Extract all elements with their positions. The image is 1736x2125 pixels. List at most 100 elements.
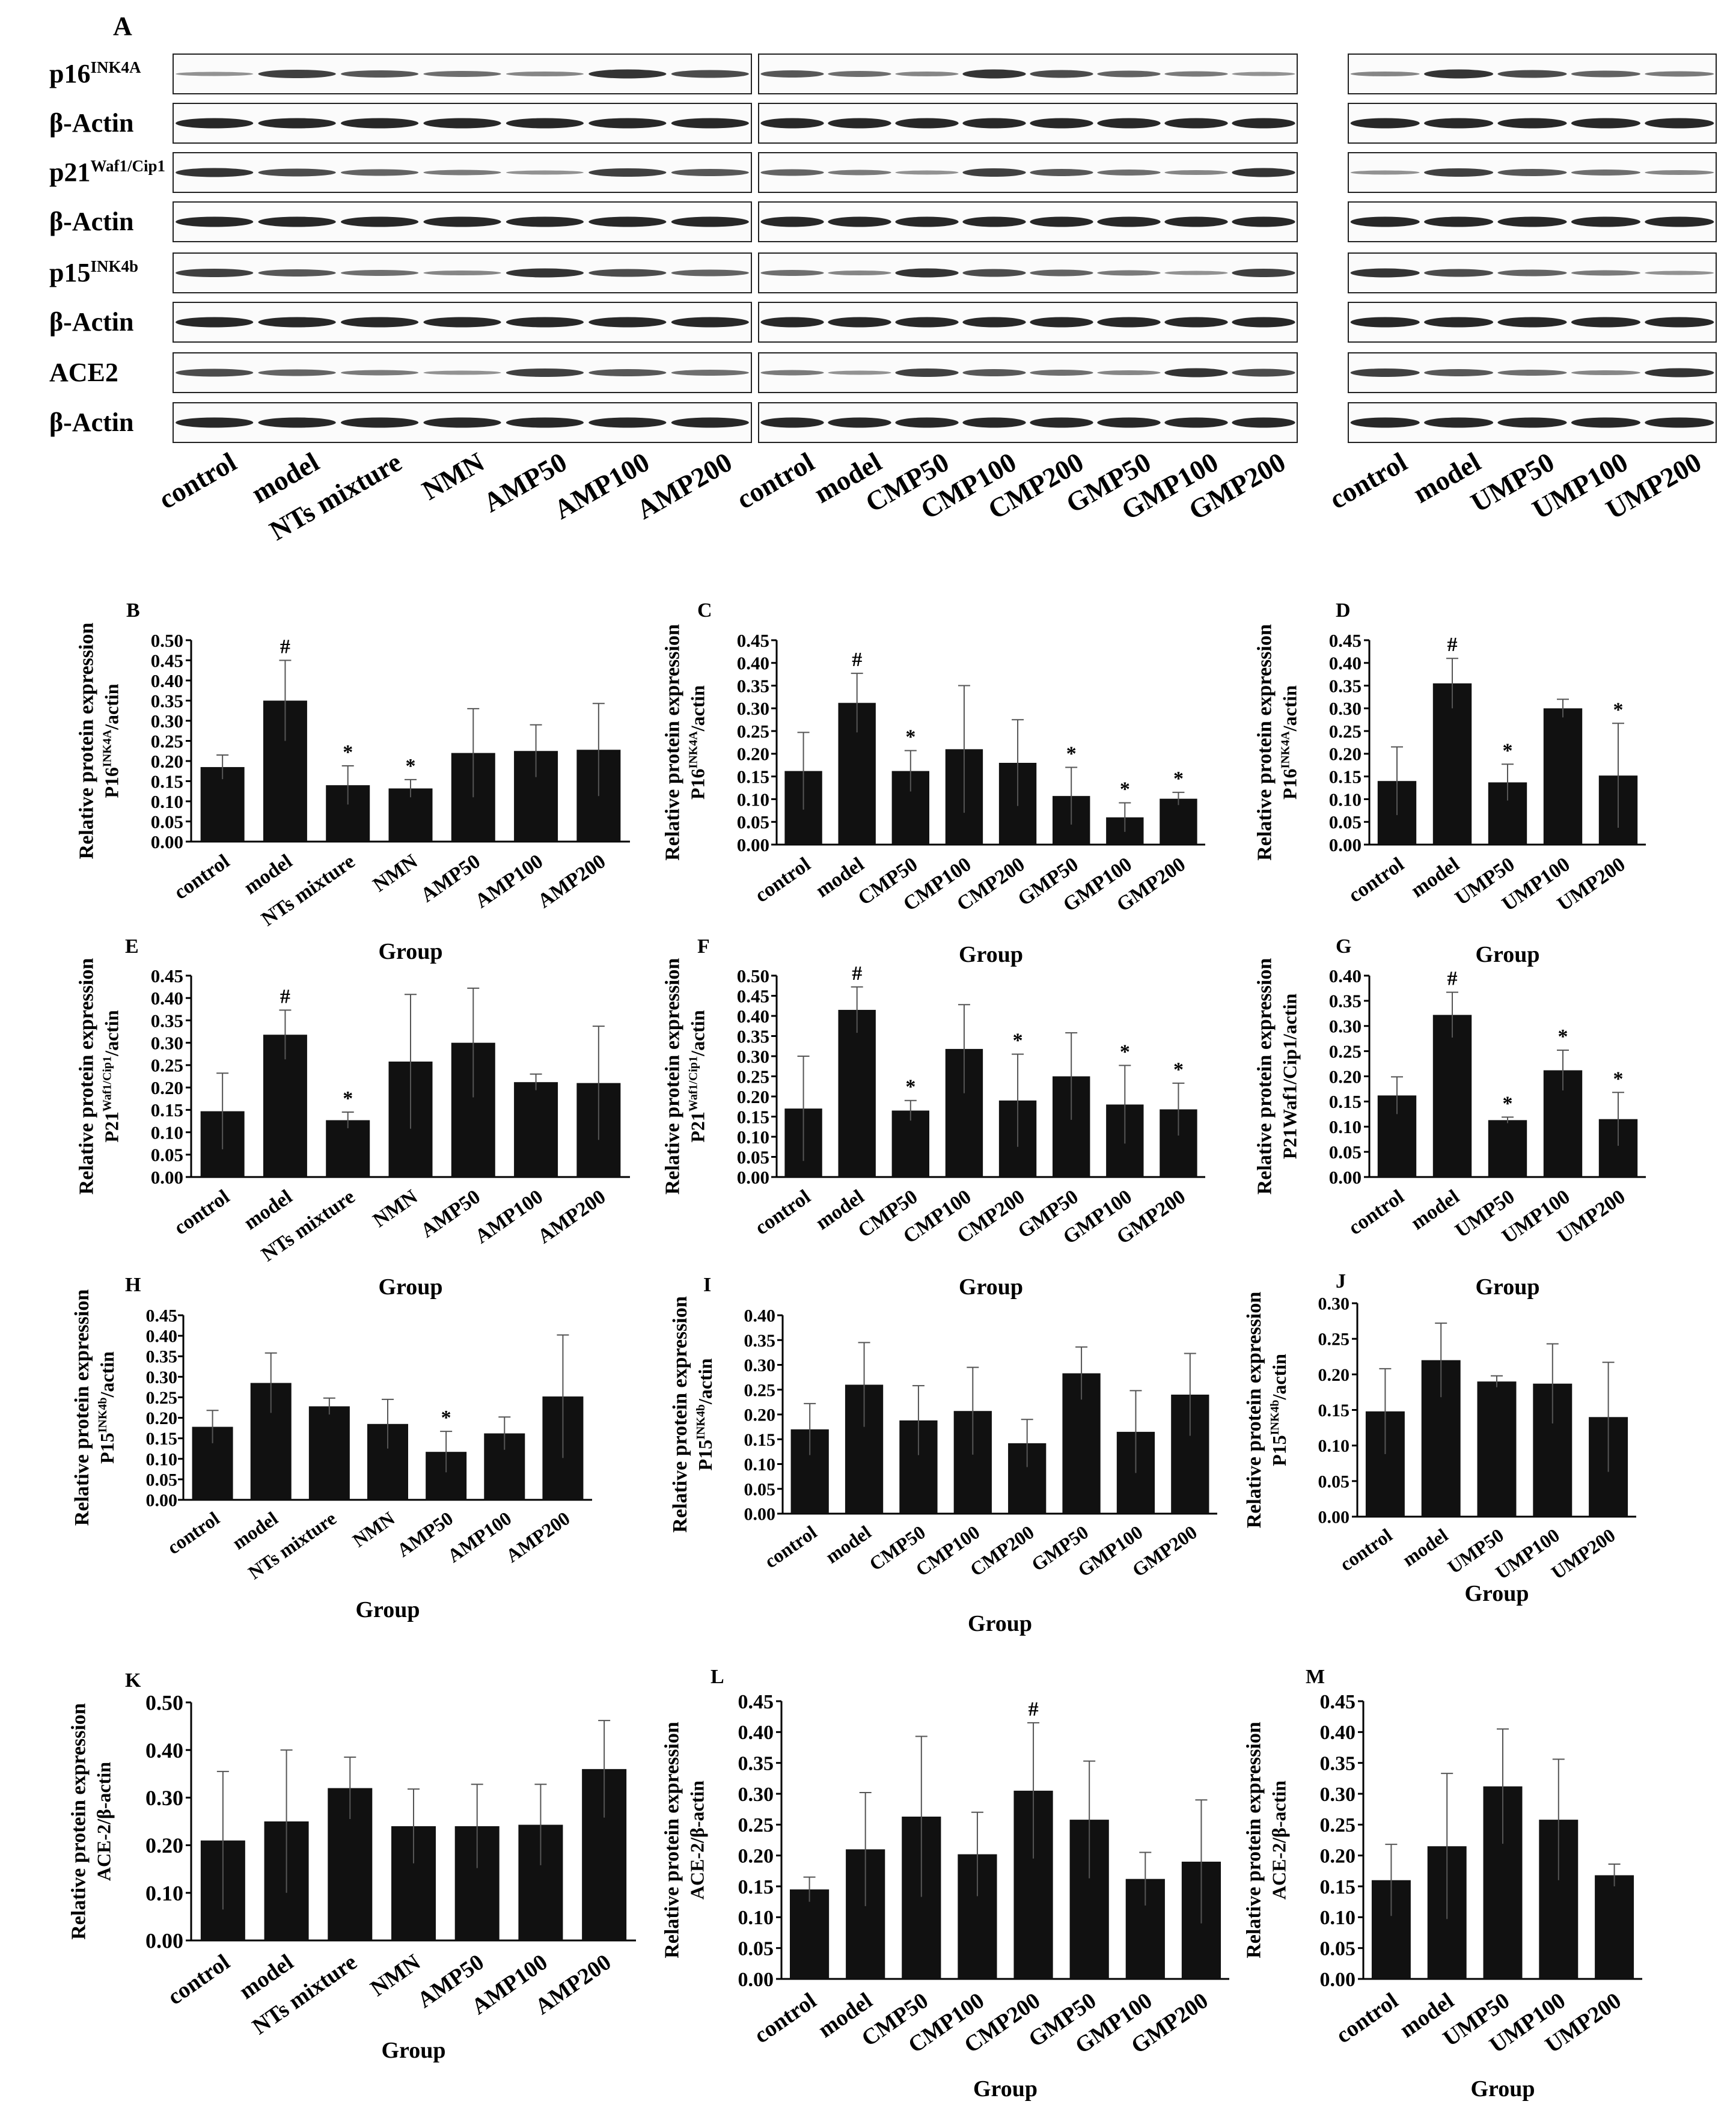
significance-mark: *	[1013, 1030, 1023, 1052]
blot-band	[1424, 417, 1494, 428]
blot-band	[423, 216, 501, 227]
category-label: control	[1345, 1185, 1408, 1240]
y-tick-label: 0.00	[151, 831, 183, 852]
blot-lane-label: control	[1324, 446, 1412, 515]
significance-mark: *	[1120, 778, 1130, 800]
blot-band	[1097, 170, 1161, 176]
y-tick-label: 0.05	[146, 1470, 178, 1490]
blot-row-label: p16INK4A	[49, 58, 141, 88]
blot-band	[1030, 317, 1093, 328]
blot-band	[1350, 368, 1420, 377]
chart-k: K 0.00 0.10 0.20 0.30 0.40 0.50 ACE-2/β-actinRe…	[67, 1669, 636, 2063]
blot-band	[176, 317, 254, 328]
y-axis-label: P15INK4b/actin	[96, 1351, 118, 1464]
y-tick-label: 0.05	[1318, 1472, 1350, 1491]
significance-mark: *	[1503, 739, 1513, 762]
blot-band	[1571, 370, 1640, 375]
significance-mark: *	[1558, 1026, 1568, 1048]
blot-band	[506, 170, 584, 175]
blot-band	[828, 317, 891, 328]
blot-band	[1571, 270, 1640, 276]
category-label: UMP200	[1547, 1524, 1619, 1583]
y-tick-label: 0.45	[151, 650, 183, 671]
blot-band	[895, 216, 959, 227]
blot-band	[1497, 269, 1567, 277]
bar	[838, 1009, 876, 1177]
y-tick-label: 0.20	[145, 1833, 183, 1857]
blot-band	[1097, 417, 1161, 428]
blot-band	[1097, 270, 1161, 276]
significance-mark: *	[905, 726, 915, 748]
bar	[1160, 798, 1197, 845]
y-tick-label: 0.10	[744, 1455, 776, 1475]
significance-mark: *	[1503, 1092, 1513, 1114]
x-axis-label: Group	[355, 1597, 420, 1622]
y-tick-label: 0.35	[737, 1026, 769, 1047]
bar	[326, 1120, 370, 1177]
category-label: AMP100	[471, 850, 547, 913]
y-tick-label: 0.25	[1329, 721, 1362, 742]
y-tick-label: 0.25	[151, 730, 183, 751]
x-axis-label: Group	[381, 2038, 445, 2063]
y-tick-label: 0.05	[738, 1938, 774, 1960]
blot-band	[1164, 368, 1228, 378]
chart-letter: I	[703, 1274, 711, 1296]
blot-band	[1645, 271, 1714, 275]
blot-band	[1350, 170, 1420, 175]
chart-letter: D	[1336, 599, 1351, 622]
y-axis-label: ACE-2/β-actin	[686, 1781, 708, 1900]
blot-band	[506, 72, 584, 76]
y-tick-label: 0.15	[1329, 766, 1362, 787]
y-tick-label: 0.45	[738, 1691, 774, 1713]
blot-band	[671, 317, 749, 328]
blot-band	[1497, 169, 1567, 176]
blot-band	[1497, 317, 1567, 328]
significance-mark: #	[1447, 634, 1458, 656]
chart-e: E 0.000.050.100.150.200.250.300.350.400.4…	[75, 935, 630, 1300]
blot-band	[760, 270, 824, 276]
y-axis-label: P16INK4A/actin	[686, 685, 708, 800]
y-tick-label: 0.00	[1329, 1167, 1362, 1188]
blot-band	[1232, 417, 1295, 428]
blot-band	[1497, 370, 1567, 376]
x-axis-label: Group	[959, 1274, 1023, 1300]
blot-band	[423, 271, 501, 275]
blot-band	[1571, 118, 1640, 129]
y-tick-label: 0.20	[1320, 1845, 1356, 1868]
y-tick-label: 0.10	[738, 1907, 774, 1929]
y-tick-label: 0.00	[1320, 1969, 1356, 1991]
y-tick-label: 0.15	[146, 1429, 178, 1449]
y-tick-label: 0.50	[737, 965, 769, 986]
y-tick-label: 0.00	[738, 1969, 774, 1991]
y-tick-label: 0.40	[738, 1722, 774, 1744]
blot-band	[760, 70, 824, 78]
blot-band	[1497, 70, 1567, 78]
blot-band	[1164, 170, 1228, 175]
category-label: AMP200	[502, 1507, 574, 1567]
blot-band	[258, 168, 336, 177]
blot-band	[1645, 118, 1714, 129]
x-axis-label: Group	[1470, 2076, 1535, 2102]
blot-band	[340, 370, 419, 376]
blot-row-label: p21Waf1/Cip1	[49, 157, 165, 187]
x-axis-label: Group	[1475, 942, 1539, 967]
y-tick-label: 0.15	[744, 1430, 776, 1450]
blot-band	[1497, 216, 1567, 227]
y-tick-label: 0.15	[1329, 1091, 1362, 1112]
chart-letter: C	[697, 599, 712, 622]
chart-i: I 0.00 0.05 0.10 0.15 0.20 0.25 0.30 0.35 0.40 P15…	[669, 1274, 1217, 1636]
category-label: NMN	[349, 1507, 399, 1551]
bar	[789, 1889, 830, 1979]
bar	[1543, 708, 1583, 845]
y-tick-label: 0.15	[737, 1106, 769, 1127]
blot-band	[1424, 269, 1494, 277]
blot-band	[760, 417, 824, 428]
bar	[891, 1110, 930, 1177]
y-tick-label: 0.40	[737, 1006, 769, 1027]
y-tick-label: 0.45	[737, 985, 769, 1006]
y-axis-label-secondary: Relative protein expression	[1253, 624, 1276, 861]
blot-band	[962, 369, 1026, 376]
blot-band	[760, 216, 824, 227]
category-label: UMP100	[1491, 1524, 1563, 1583]
